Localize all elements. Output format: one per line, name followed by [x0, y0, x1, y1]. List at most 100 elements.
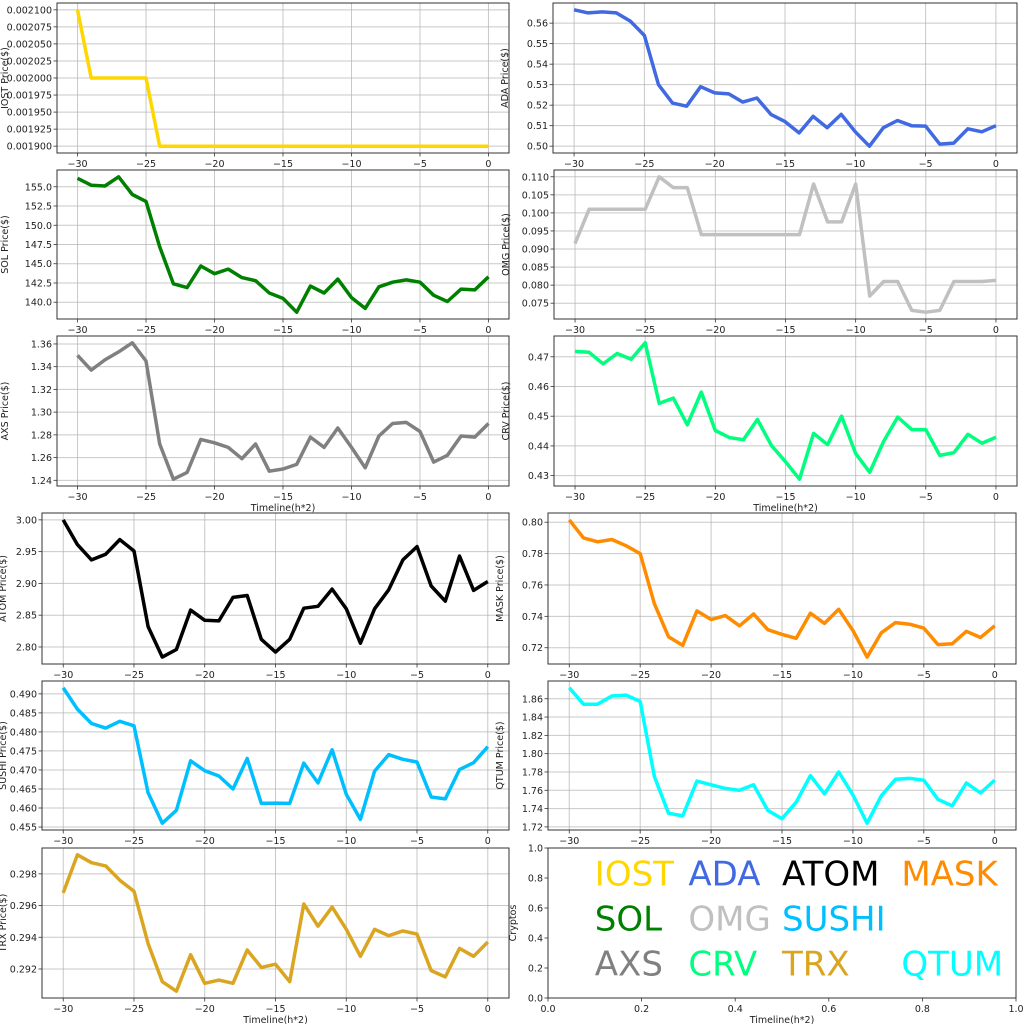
- price-line-axs: [76, 341, 490, 481]
- x-tick-label: 0.4: [728, 1004, 743, 1015]
- x-tick-label: −15: [265, 836, 285, 847]
- x-tick-label: −30: [68, 159, 88, 170]
- y-tick-label: 0.4: [528, 934, 543, 945]
- y-axis-label: TRX Price($): [0, 894, 9, 954]
- y-axis-label: QTUM Price($): [495, 721, 506, 789]
- subplot-sol: −30 −25 −20 −15 −10 −5 0 140.0 142.5 145.0 147.5 15…: [0, 169, 510, 336]
- y-tick-label: 0.56: [527, 19, 548, 30]
- price-line-ada: [573, 8, 997, 148]
- subplot-crv: −30 −25 −20 −15 −10 −5 0 0.43 0.44 0.45 0.46 0.47 CR…: [501, 335, 1018, 514]
- y-tick-label: 0.53: [527, 80, 548, 91]
- x-tick-label: −20: [204, 325, 224, 336]
- y-tick-label: 1.0: [528, 844, 543, 855]
- x-tick-label: 1.0: [1008, 1004, 1023, 1015]
- y-axis-label: CRV Price($): [501, 382, 512, 441]
- axes-frame: [553, 335, 1018, 487]
- axes-frame: [552, 2, 1018, 154]
- legend-entry-crv: CRV: [688, 945, 757, 985]
- y-tick-label: 0.74: [522, 612, 543, 623]
- y-axis-label: SOL Price($): [0, 215, 11, 273]
- y-tick-label: 0.2: [528, 964, 543, 975]
- subplot-qtum: −30 −25 −20 −15 −10 −5 0 1.72 1.74 1.76 1.78 1.80 1.…: [495, 680, 1017, 847]
- legend-entry-trx: TRX: [781, 945, 850, 985]
- x-tick-label: −15: [775, 325, 795, 336]
- x-tick-label: −30: [53, 670, 73, 681]
- y-axis-label: AXS Price($): [0, 382, 11, 441]
- y-tick-label: 1.36: [31, 339, 52, 350]
- x-tick-label: 0: [485, 1004, 491, 1015]
- x-tick-label: −30: [565, 492, 585, 503]
- y-tick-label: 0.002000: [7, 74, 52, 85]
- x-tick-label: −15: [265, 670, 285, 681]
- y-tick-label: 0.085: [522, 263, 549, 274]
- y-tick-label: 142.5: [25, 278, 52, 289]
- y-tick-label: 0.001925: [7, 125, 52, 136]
- x-tick-label: −20: [195, 836, 215, 847]
- x-tick-label: 0: [485, 670, 491, 681]
- x-tick-label: 0: [485, 325, 491, 336]
- subplot-mask: −30 −25 −20 −15 −10 −5 0 0.72 0.74 0.76 0.78 0.80 MA…: [495, 512, 1017, 681]
- price-line-crv: [574, 341, 997, 481]
- x-tick-label: −15: [772, 836, 792, 847]
- axes-frame: [41, 680, 510, 831]
- y-tick-label: 1.80: [522, 749, 543, 760]
- y-tick-label: 0.075: [522, 299, 549, 310]
- x-tick-label: 0.8: [915, 1004, 930, 1015]
- y-tick-label: 0.001975: [7, 91, 52, 102]
- price-line-omg: [573, 175, 997, 314]
- y-axis-label: ATOM Price($): [0, 555, 9, 622]
- x-tick-label: −25: [124, 670, 144, 681]
- x-tick-label: 0: [993, 325, 999, 336]
- y-tick-label: 0.78: [522, 549, 543, 560]
- x-tick-label: −15: [775, 492, 795, 503]
- y-tick-label: 2.80: [16, 642, 37, 653]
- y-tick-label: 1.74: [522, 804, 543, 815]
- y-tick-label: 0.72: [522, 643, 543, 654]
- y-tick-label: 1.76: [522, 786, 543, 797]
- x-tick-label: −25: [136, 159, 156, 170]
- x-tick-label: −25: [124, 1004, 144, 1015]
- x-tick-label: −30: [68, 492, 88, 503]
- y-tick-label: 140.0: [25, 298, 52, 309]
- x-tick-label: −10: [846, 492, 866, 503]
- y-tick-label: 0.43: [528, 471, 549, 482]
- y-tick-label: 0.002050: [7, 39, 52, 50]
- y-tick-label: 2.95: [16, 547, 37, 558]
- x-tick-label: −25: [124, 836, 144, 847]
- subplot-sushi: −30 −25 −20 −15 −10 −5 0 0.455 0.460 0.465 0.470 0.…: [0, 680, 510, 847]
- x-tick-label: 0: [992, 836, 998, 847]
- x-tick-label: −25: [635, 325, 655, 336]
- x-tick-label: −10: [341, 325, 361, 336]
- y-tick-label: 0.480: [10, 727, 37, 738]
- x-tick-label: −15: [273, 159, 293, 170]
- legend-entry-iost: IOST: [595, 855, 674, 895]
- axes-frame: [41, 847, 510, 999]
- y-tick-label: 1.86: [522, 694, 543, 705]
- y-axis-label: ADA Price($): [500, 48, 511, 108]
- x-tick-label: −5: [410, 1004, 424, 1015]
- x-tick-label: −25: [634, 159, 654, 170]
- x-tick-label: −25: [136, 325, 156, 336]
- y-tick-label: 147.5: [25, 240, 52, 251]
- legend-entry-ada: ADA: [688, 855, 760, 895]
- y-tick-label: 0.001900: [7, 142, 52, 153]
- x-tick-label: −30: [559, 670, 579, 681]
- y-tick-label: 0.6: [528, 904, 543, 915]
- x-tick-label: −5: [413, 492, 427, 503]
- price-line-trx: [61, 853, 490, 993]
- x-tick-label: −15: [273, 325, 293, 336]
- x-tick-label: −5: [413, 159, 427, 170]
- y-tick-label: 0.54: [527, 60, 548, 71]
- y-tick-label: 1.82: [522, 731, 543, 742]
- y-tick-label: 0.475: [10, 746, 37, 757]
- y-tick-label: 1.34: [31, 362, 52, 373]
- x-tick-label: −10: [843, 836, 863, 847]
- x-tick-label: −10: [341, 159, 361, 170]
- x-tick-label: −20: [705, 325, 725, 336]
- x-tick-label: −15: [273, 492, 293, 503]
- subplot-iost: −30 −25 −20 −15 −10 −5 0 0.001900 0.001925 0.0019…: [0, 2, 510, 170]
- price-line-atom: [61, 519, 489, 659]
- y-tick-label: 150.0: [25, 221, 52, 232]
- x-tick-label: −5: [919, 159, 933, 170]
- x-tick-label: −5: [413, 325, 427, 336]
